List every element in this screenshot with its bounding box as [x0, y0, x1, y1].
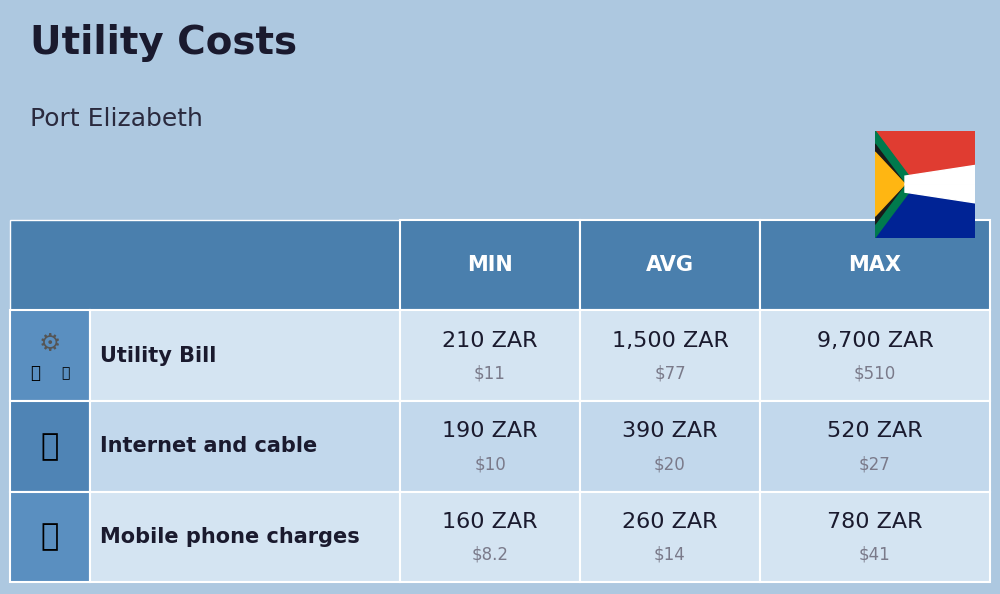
Text: Utility Costs: Utility Costs — [30, 24, 297, 62]
Text: $27: $27 — [859, 455, 891, 473]
Text: $510: $510 — [854, 365, 896, 383]
FancyBboxPatch shape — [400, 401, 580, 492]
FancyBboxPatch shape — [10, 220, 400, 310]
Text: AVG: AVG — [646, 255, 694, 275]
FancyBboxPatch shape — [400, 310, 580, 401]
Text: 📷: 📷 — [61, 366, 69, 381]
Polygon shape — [875, 152, 905, 216]
Polygon shape — [905, 184, 975, 203]
Text: $77: $77 — [654, 365, 686, 383]
Text: MIN: MIN — [467, 255, 513, 275]
Polygon shape — [875, 144, 905, 224]
FancyBboxPatch shape — [760, 492, 990, 582]
Text: 📡: 📡 — [41, 432, 59, 461]
FancyBboxPatch shape — [580, 401, 760, 492]
Text: ⚙: ⚙ — [39, 332, 61, 356]
Text: 260 ZAR: 260 ZAR — [622, 512, 718, 532]
FancyBboxPatch shape — [580, 492, 760, 582]
Text: Internet and cable: Internet and cable — [100, 436, 317, 456]
FancyBboxPatch shape — [580, 310, 760, 401]
FancyBboxPatch shape — [400, 492, 580, 582]
FancyBboxPatch shape — [400, 220, 580, 310]
Text: $41: $41 — [859, 546, 891, 564]
Text: 160 ZAR: 160 ZAR — [442, 512, 538, 532]
Bar — [875, 184, 975, 238]
Text: 210 ZAR: 210 ZAR — [442, 331, 538, 351]
Text: 520 ZAR: 520 ZAR — [827, 421, 923, 441]
FancyBboxPatch shape — [580, 220, 760, 310]
FancyBboxPatch shape — [10, 310, 90, 401]
Text: $10: $10 — [474, 455, 506, 473]
FancyBboxPatch shape — [90, 492, 400, 582]
Text: Mobile phone charges: Mobile phone charges — [100, 527, 360, 547]
Text: 190 ZAR: 190 ZAR — [442, 421, 538, 441]
FancyBboxPatch shape — [10, 401, 90, 492]
FancyBboxPatch shape — [760, 220, 990, 310]
Text: 📱: 📱 — [41, 522, 59, 551]
Polygon shape — [905, 165, 975, 184]
Text: 🔌: 🔌 — [30, 365, 40, 383]
Text: 9,700 ZAR: 9,700 ZAR — [817, 331, 933, 351]
Text: Utility Bill: Utility Bill — [100, 346, 216, 366]
Bar — [875, 131, 975, 184]
Text: 1,500 ZAR: 1,500 ZAR — [612, 331, 728, 351]
Text: 390 ZAR: 390 ZAR — [622, 421, 718, 441]
Text: $11: $11 — [474, 365, 506, 383]
Text: $20: $20 — [654, 455, 686, 473]
FancyBboxPatch shape — [760, 310, 990, 401]
Polygon shape — [875, 131, 915, 238]
FancyBboxPatch shape — [90, 401, 400, 492]
Text: 780 ZAR: 780 ZAR — [827, 512, 923, 532]
Text: $14: $14 — [654, 546, 686, 564]
FancyBboxPatch shape — [10, 492, 90, 582]
Text: $8.2: $8.2 — [472, 546, 509, 564]
FancyBboxPatch shape — [760, 401, 990, 492]
Text: MAX: MAX — [848, 255, 902, 275]
FancyBboxPatch shape — [90, 310, 400, 401]
Text: Port Elizabeth: Port Elizabeth — [30, 107, 203, 131]
